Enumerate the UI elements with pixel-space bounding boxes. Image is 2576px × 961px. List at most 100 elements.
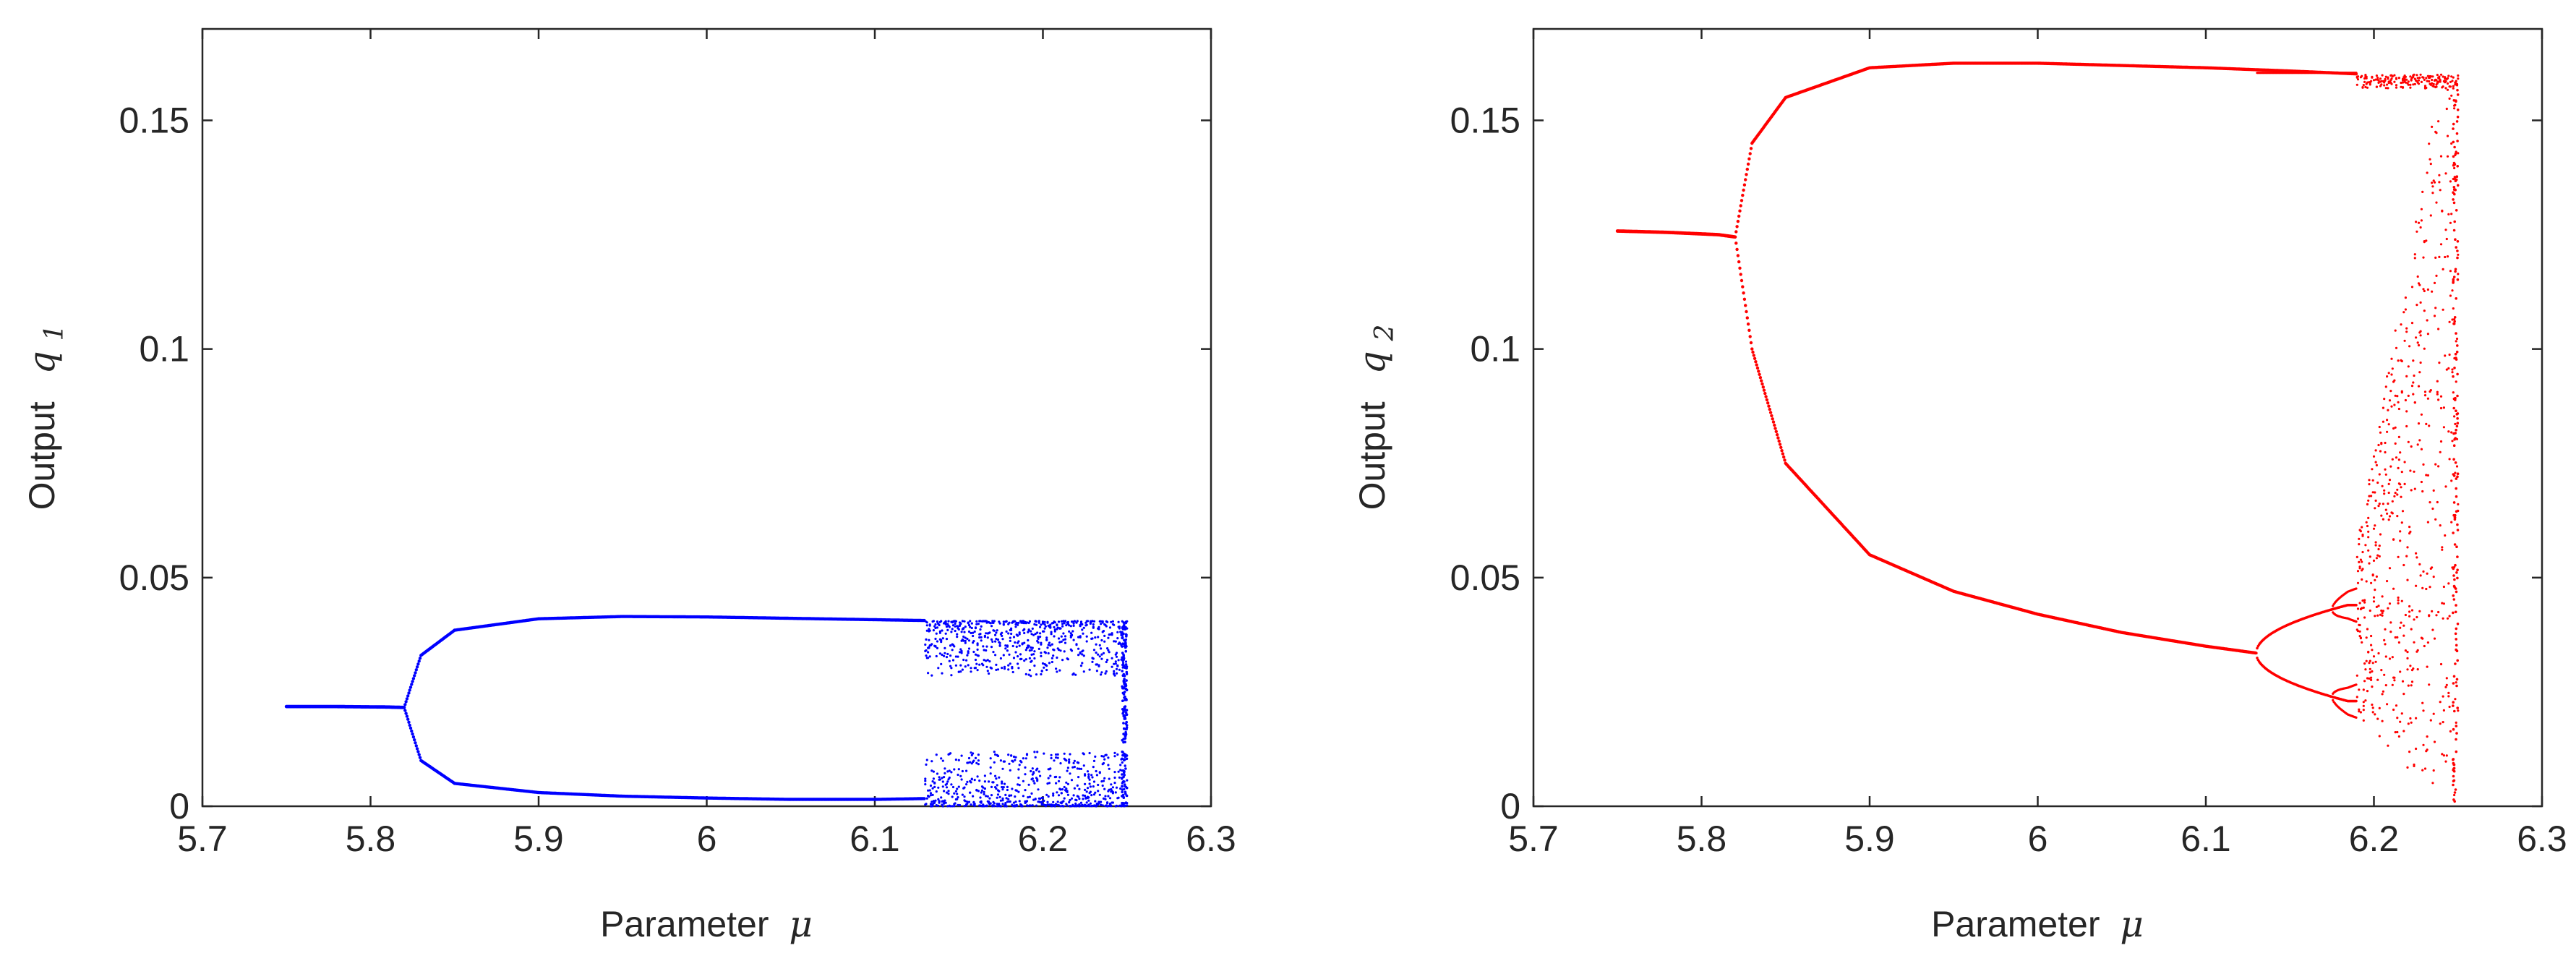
y-axis-subscript-q1: 1: [40, 325, 69, 341]
data-point-q1: [1030, 659, 1033, 662]
data-point-q1: [953, 805, 956, 808]
data-point-q1: [1019, 653, 1022, 656]
data-point-q2: [2400, 621, 2402, 624]
data-point-q1: [960, 652, 963, 654]
data-point-q1: [1124, 790, 1127, 794]
data-point-q2: [1775, 433, 1779, 437]
data-point-q1: [1124, 785, 1126, 788]
data-point-q1: [405, 697, 409, 701]
data-point-q2: [2405, 330, 2408, 333]
x-axis-symbol-q1: μ: [789, 903, 813, 945]
data-point-q1: [1071, 803, 1074, 806]
data-point-q1: [988, 797, 991, 800]
data-point-q2: [2409, 83, 2412, 86]
data-point-q1: [1074, 673, 1077, 676]
data-point-q1: [964, 636, 967, 639]
data-point-q1: [411, 677, 416, 680]
data-point-q1: [1060, 620, 1063, 623]
data-point-q1: [941, 780, 944, 783]
data-point-q2: [2356, 618, 2360, 620]
data-point-q1: [1069, 772, 1071, 775]
data-point-q1: [1097, 628, 1100, 631]
data-point-q1: [933, 625, 936, 628]
data-point-q1: [1010, 632, 1013, 636]
data-point-q2: [2355, 674, 2358, 677]
data-point-q2: [2362, 84, 2365, 87]
data-point-q1: [1078, 767, 1081, 770]
data-point-q2: [2374, 713, 2376, 716]
data-point-q2: [1744, 304, 1747, 307]
data-point-q1: [1032, 633, 1035, 636]
data-point-q1: [1040, 802, 1043, 805]
data-point-q1: [931, 780, 934, 783]
data-point-q1: [1036, 778, 1039, 781]
data-point-q1: [1092, 780, 1096, 783]
data-point-q1: [947, 790, 950, 793]
data-point-q2: [1749, 147, 1753, 150]
data-point-q1: [1050, 631, 1053, 633]
data-point-q1: [957, 803, 959, 806]
data-point-q1: [924, 783, 927, 786]
data-point-q1: [959, 664, 962, 667]
data-point-q1: [1001, 780, 1004, 783]
data-point-q1: [1061, 659, 1064, 662]
data-point-q1: [1072, 672, 1075, 675]
data-point-q1: [927, 672, 930, 675]
data-point-q1: [1017, 655, 1019, 658]
data-point-q1: [965, 804, 968, 807]
data-point-q1: [1108, 633, 1112, 636]
data-point-q1: [1097, 625, 1100, 629]
data-point-q1: [1107, 649, 1110, 652]
data-point-q1: [1007, 664, 1010, 667]
data-point-q1: [993, 620, 996, 623]
data-point-q2: [2364, 668, 2367, 671]
data-point-q1: [1048, 662, 1051, 665]
data-point-q1: [940, 796, 943, 799]
data-point-q1: [1102, 797, 1105, 800]
data-point-q1: [991, 640, 994, 644]
data-point-q2: [2412, 83, 2415, 86]
data-point-q1: [995, 631, 998, 634]
data-point-q1: [957, 773, 959, 777]
data-point-q1: [993, 802, 996, 805]
data-point-q2: [2396, 730, 2399, 734]
data-point-q1: [1124, 642, 1127, 646]
data-point-q1: [1073, 766, 1076, 769]
data-point-q2: [2374, 461, 2377, 464]
data-point-q1: [998, 641, 1001, 644]
data-point-q1: [948, 625, 951, 628]
data-point-q1: [1053, 759, 1056, 762]
data-point-q1: [1106, 620, 1109, 623]
data-point-q1: [411, 735, 416, 739]
data-point-q2: [2375, 464, 2378, 467]
data-point-q1: [998, 776, 1001, 779]
data-point-q1: [925, 803, 928, 806]
data-point-q1: [946, 780, 949, 783]
data-point-q2: [2256, 657, 2259, 659]
data-point-q1: [985, 632, 988, 635]
data-point-q1: [1088, 782, 1091, 785]
data-point-q1: [962, 658, 965, 662]
data-point-q1: [967, 650, 970, 653]
data-point-q1: [979, 804, 982, 807]
data-point-q1: [961, 668, 964, 671]
data-point-q2: [2409, 75, 2412, 78]
y-tick-label-q2-0: 0: [1500, 786, 1520, 827]
data-point-q1: [970, 753, 973, 756]
data-point-q1: [1027, 783, 1030, 786]
data-point-q2: [1744, 178, 1747, 181]
data-point-q1: [975, 662, 978, 665]
data-point-q2: [2410, 489, 2413, 492]
data-point-q2: [2391, 367, 2394, 370]
data-point-q1: [1063, 797, 1066, 800]
data-point-q1: [1124, 638, 1126, 642]
data-point-q1: [1079, 651, 1082, 654]
data-point-q2: [2365, 75, 2368, 78]
data-point-q1: [954, 622, 957, 625]
data-point-q2: [2384, 468, 2387, 471]
data-point-q1: [975, 623, 978, 625]
plot-frame-q2: [1532, 27, 2543, 808]
data-point-q1: [1068, 758, 1071, 761]
data-point-q2: [2389, 390, 2392, 393]
data-point-q2: [2383, 81, 2386, 84]
